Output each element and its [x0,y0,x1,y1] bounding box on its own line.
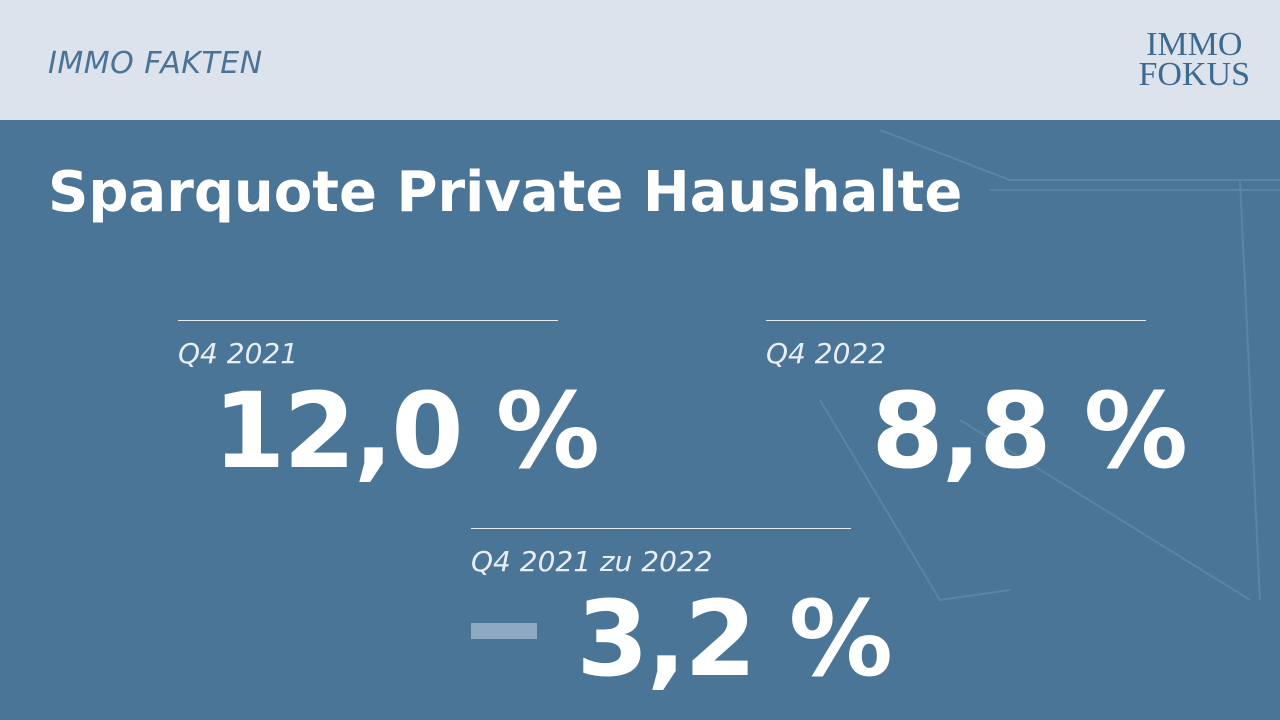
stat-period: Q4 2021 zu 2022 [471,545,713,578]
stat-period: Q4 2022 [766,337,887,370]
divider [471,528,851,529]
stat-value: 8,8 % [871,370,1188,492]
title: Sparquote Private Haushalte [48,160,963,225]
divider [178,320,558,321]
stat-value: 12,0 % [212,370,600,492]
header-band: IMMO FAKTEN IMMO FOKUS [0,0,1280,120]
stat-period: Q4 2021 [178,337,299,370]
stat: Q4 2022 8,8 % [766,320,1188,492]
minus-sign [471,623,537,639]
logo-line: IMMO [1146,26,1243,63]
header-label: IMMO FAKTEN [48,46,263,81]
background-decoration [819,129,1280,602]
stat: Q4 2021 zu 2022 3,2 % [471,528,893,700]
logo: IMMO FOKUS [1138,26,1250,93]
stat: Q4 2021 12,0 % [178,320,600,492]
divider [766,320,1146,321]
logo-line: FOKUS [1138,56,1250,93]
stat-value: 3,2 % [576,578,893,700]
